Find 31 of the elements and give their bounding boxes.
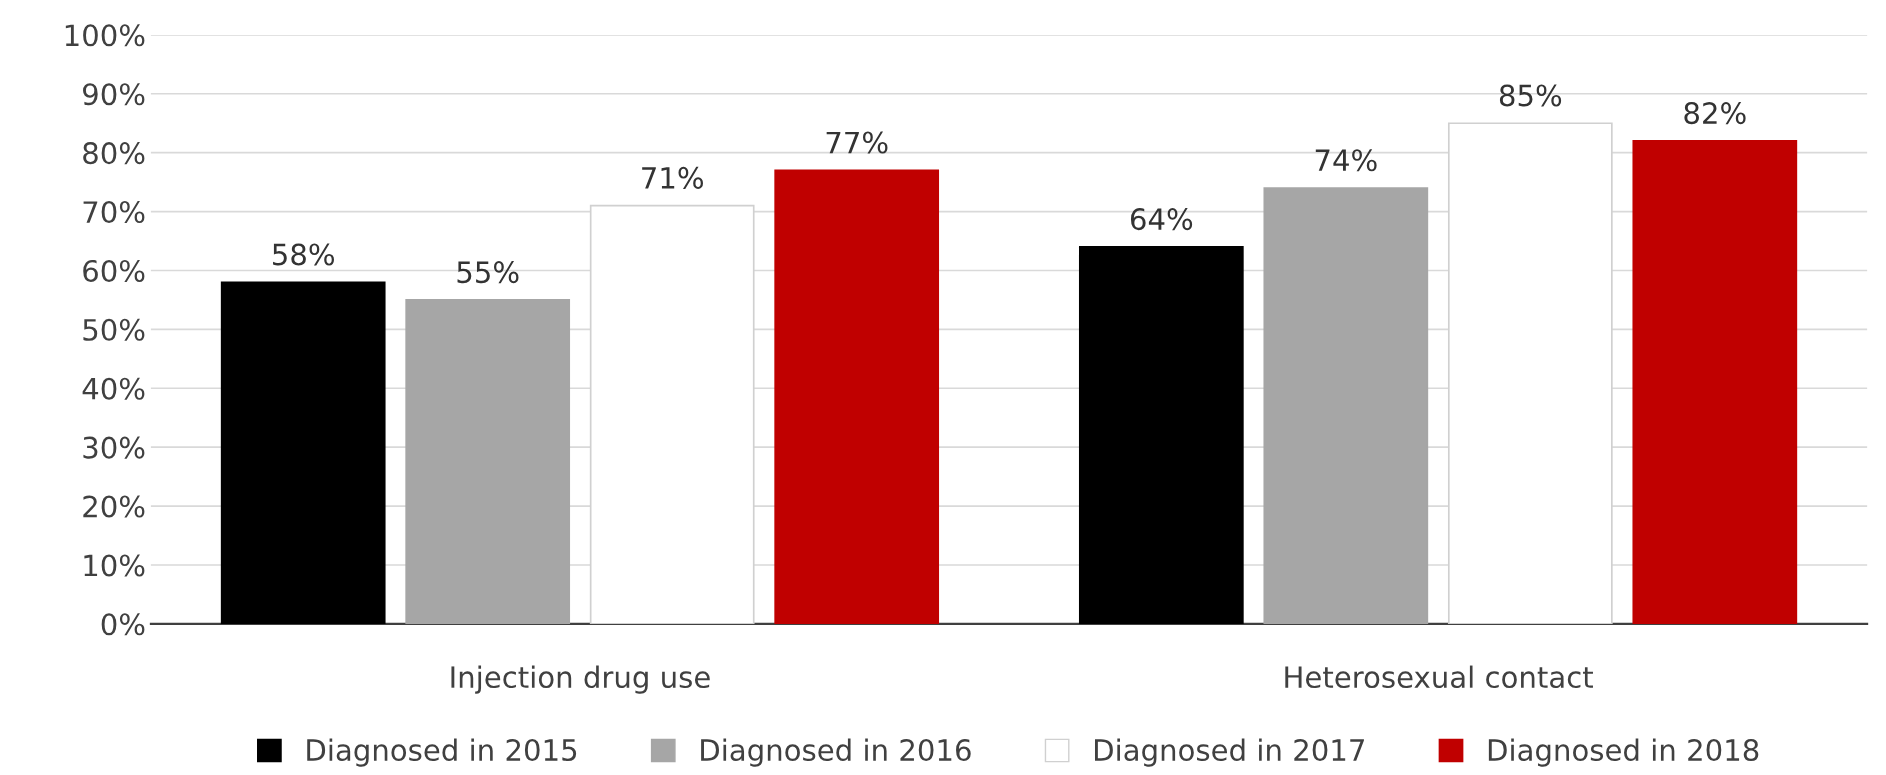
y-tick-label: 30% — [83, 436, 145, 459]
bar — [220, 281, 386, 624]
data-label: 74% — [1315, 149, 1377, 172]
legend-label: Diagnosed in 2015 — [307, 738, 577, 767]
x-tick-label: Heterosexual contact — [1285, 665, 1593, 689]
data-label: 55% — [457, 261, 519, 284]
legend-label: Diagnosed in 2016 — [701, 738, 971, 767]
y-tick-label: 0% — [101, 613, 145, 636]
y-tick-label: 90% — [83, 83, 145, 106]
y-tick-label: 40% — [82, 377, 145, 400]
y-tick-label: 20% — [83, 495, 145, 518]
y-tick-label: 70% — [83, 201, 145, 224]
data-label: 85% — [1499, 84, 1562, 107]
bar — [774, 169, 940, 624]
data-label: 64% — [1130, 208, 1193, 231]
x-tick-label: Injection drug use — [451, 665, 710, 694]
data-label: 71% — [642, 166, 703, 189]
legend-label: Diagnosed in 2018 — [1488, 738, 1759, 767]
bar — [1632, 140, 1798, 624]
bar — [405, 299, 571, 624]
data-label: 82% — [1684, 102, 1746, 125]
y-tick-label: 80% — [83, 142, 145, 165]
bar — [1078, 246, 1244, 624]
y-tick-label: 100% — [65, 24, 145, 47]
data-label: 58% — [273, 243, 334, 266]
bar — [1263, 187, 1429, 624]
data-label: 77% — [826, 131, 888, 154]
legend-label: Diagnosed in 2017 — [1095, 738, 1364, 767]
y-tick-label: 60% — [83, 259, 145, 282]
y-tick-label: 10% — [84, 554, 145, 577]
y-tick-label: 50% — [83, 318, 145, 341]
